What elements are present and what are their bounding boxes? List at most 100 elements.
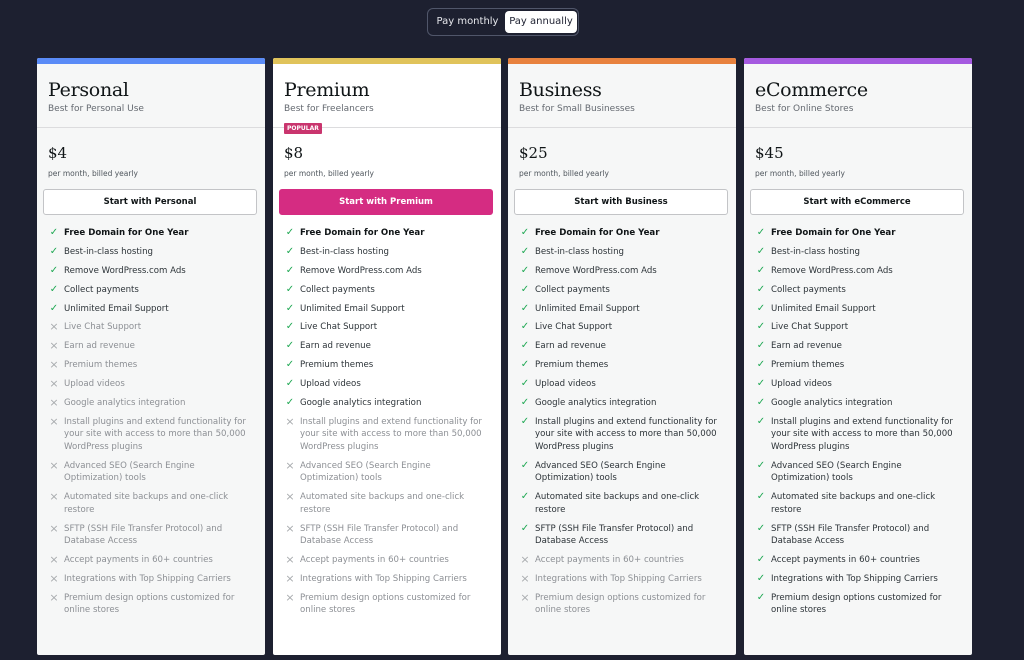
feature-label: Google analytics integration	[771, 398, 893, 409]
plan-card-ecommerce: eCommerce Best for Online Stores $45 per mo…	[744, 58, 972, 655]
checkmark-icon: ✓	[756, 522, 766, 534]
feature-label: Integrations with Top Shipping Carriers	[64, 573, 231, 584]
feature-label: Remove WordPress.com Ads	[64, 265, 186, 276]
checkmark-icon: ✓	[520, 283, 530, 295]
start-personal-button[interactable]: Start with Personal	[43, 189, 257, 215]
feature-label: Best-in-class hosting	[535, 246, 624, 257]
feature-label: Unlimited Email Support	[771, 303, 876, 314]
cross-icon: ×	[49, 396, 59, 410]
feature-label: Upload videos	[300, 379, 361, 390]
feature-item: × Google analytics integration	[37, 397, 265, 410]
feature-item: ✓ Upload videos	[508, 378, 736, 391]
cross-icon: ×	[285, 590, 295, 604]
feature-label: Google analytics integration	[64, 398, 186, 409]
feature-label: SFTP (SSH File Transfer Protocol) and Da…	[64, 523, 223, 547]
checkmark-icon: ✓	[520, 227, 530, 238]
plan-card-personal: Personal Best for Personal Use $4 per month…	[37, 58, 265, 655]
start-premium-button[interactable]: Start with Premium	[279, 189, 493, 215]
feature-label: Premium design options customized for on…	[771, 592, 942, 616]
pay-annually-option[interactable]: Pay annually	[505, 11, 577, 33]
feature-label: Live Chat Support	[771, 322, 849, 333]
feature-label: Advanced SEO (Search Engine Optimization…	[771, 460, 902, 484]
feature-item: × Earn ad revenue	[37, 340, 265, 353]
feature-item: ✓ Install plugins and extend functionalit…	[744, 416, 972, 454]
feature-item: ✓ Free Domain for One Year	[37, 227, 265, 240]
cross-icon: ×	[285, 552, 295, 566]
feature-item: ✓ Advanced SEO (Search Engine Optimizatio…	[744, 460, 972, 485]
feature-label: Google analytics integration	[535, 398, 657, 409]
checkmark-icon: ✓	[285, 321, 295, 333]
checkmark-icon: ✓	[756, 302, 766, 314]
feature-item: ✓ Accept payments in 60+ countries	[744, 554, 972, 567]
pay-monthly-option[interactable]: Pay monthly	[436, 16, 499, 27]
feature-label: Accept payments in 60+ countries	[300, 554, 449, 565]
plan-billing-note: per month, billed yearly	[48, 169, 138, 178]
checkmark-icon: ✓	[285, 340, 295, 352]
feature-label: Free Domain for One Year	[771, 228, 896, 238]
cross-icon: ×	[520, 590, 530, 604]
feature-item: ✓ Unlimited Email Support	[37, 303, 265, 316]
feature-item: ✓ SFTP (SSH File Transfer Protocol) and D…	[508, 523, 736, 548]
checkmark-icon: ✓	[756, 340, 766, 352]
feature-item: ✓ Collect payments	[37, 284, 265, 297]
feature-item: ✓ Best-in-class hosting	[37, 246, 265, 259]
feature-label: Collect payments	[300, 284, 375, 295]
feature-item: × Integrations with Top Shipping Carriers	[273, 572, 501, 586]
checkmark-icon: ✓	[756, 491, 766, 503]
feature-label: Integrations with Top Shipping Carriers	[535, 573, 702, 584]
feature-item: ✓ Collect payments	[273, 284, 501, 297]
feature-label: Free Domain for One Year	[64, 228, 189, 238]
cross-icon: ×	[49, 571, 59, 585]
feature-list: ✓ Free Domain for One Year ✓ Best-in-class …	[37, 227, 265, 617]
cross-icon: ×	[285, 458, 295, 472]
checkmark-icon: ✓	[520, 321, 530, 333]
plan-card-premium: Premium Best for Freelancers POPULAR $8 per …	[273, 58, 501, 655]
checkmark-icon: ✓	[285, 245, 295, 257]
plan-tagline: Best for Personal Use	[48, 104, 144, 114]
checkmark-icon: ✓	[49, 264, 59, 276]
checkmark-icon: ✓	[756, 553, 766, 565]
feature-label: Automated site backups and one-click res…	[771, 492, 936, 515]
plan-price: $25	[519, 144, 548, 162]
feature-item: ✓ Collect payments	[508, 284, 736, 297]
feature-item: × Accept payments in 60+ countries	[37, 553, 265, 567]
plan-accent-bar	[37, 58, 265, 64]
feature-item: ✓ Integrations with Top Shipping Carriers	[744, 573, 972, 586]
start-business-button[interactable]: Start with Business	[514, 189, 728, 215]
feature-item: ✓ Advanced SEO (Search Engine Optimizatio…	[508, 460, 736, 485]
cross-icon: ×	[49, 490, 59, 504]
feature-label: Advanced SEO (Search Engine Optimization…	[535, 460, 666, 484]
feature-item: ✓ Free Domain for One Year	[273, 227, 501, 240]
checkmark-icon: ✓	[520, 491, 530, 503]
cross-icon: ×	[49, 414, 59, 428]
checkmark-icon: ✓	[520, 264, 530, 276]
plan-billing-note: per month, billed yearly	[755, 169, 845, 178]
checkmark-icon: ✓	[520, 378, 530, 390]
start-ecommerce-button[interactable]: Start with eCommerce	[750, 189, 964, 215]
cross-icon: ×	[285, 414, 295, 428]
feature-label: Best-in-class hosting	[771, 246, 860, 257]
plan-billing-note: per month, billed yearly	[519, 169, 609, 178]
feature-item: ✓ Premium themes	[273, 359, 501, 372]
feature-label: Install plugins and extend functionality…	[771, 416, 953, 452]
plan-tagline: Best for Small Businesses	[519, 104, 635, 114]
checkmark-icon: ✓	[756, 415, 766, 427]
feature-label: Earn ad revenue	[64, 341, 135, 352]
feature-item: ✓ Upload videos	[273, 378, 501, 391]
feature-item: ✓ Best-in-class hosting	[508, 246, 736, 259]
feature-list: ✓ Free Domain for One Year ✓ Best-in-class …	[273, 227, 501, 617]
checkmark-icon: ✓	[285, 397, 295, 409]
feature-item: ✓ Best-in-class hosting	[744, 246, 972, 259]
feature-item: × Integrations with Top Shipping Carriers	[508, 572, 736, 586]
feature-item: ✓ Premium themes	[508, 359, 736, 372]
checkmark-icon: ✓	[49, 283, 59, 295]
feature-label: Collect payments	[771, 284, 846, 295]
feature-item: ✓ Best-in-class hosting	[273, 246, 501, 259]
feature-label: Advanced SEO (Search Engine Optimization…	[64, 460, 195, 484]
plan-header: Premium Best for Freelancers POPULAR	[273, 64, 501, 134]
plan-price: $45	[755, 144, 784, 162]
checkmark-icon: ✓	[520, 522, 530, 534]
feature-item: × Accept payments in 60+ countries	[508, 553, 736, 567]
feature-label: Earn ad revenue	[535, 341, 606, 352]
feature-label: Remove WordPress.com Ads	[535, 265, 657, 276]
